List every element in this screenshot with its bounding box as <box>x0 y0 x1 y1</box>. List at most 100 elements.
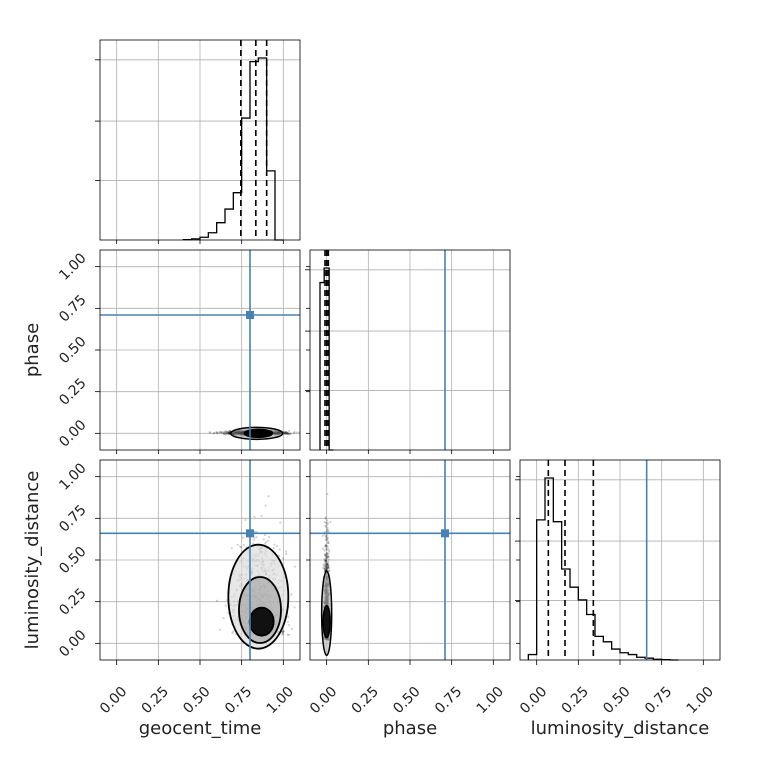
sample-point <box>272 546 275 550</box>
sample-point <box>219 430 223 434</box>
y-tick-label: 0.50 <box>56 334 89 367</box>
sample-point <box>283 430 286 434</box>
sample-point <box>325 556 328 559</box>
sample-point <box>224 433 227 436</box>
sample-point <box>286 432 289 435</box>
sample-point <box>240 546 243 549</box>
sample-point <box>326 562 329 565</box>
sample-point <box>224 604 227 607</box>
y-tick-label: 0.75 <box>56 502 89 535</box>
sample-point <box>208 430 211 434</box>
sample-point <box>267 539 270 542</box>
sample-point <box>324 559 327 562</box>
sample-point <box>321 547 324 550</box>
sample-point <box>327 563 330 566</box>
sample-point <box>324 559 327 562</box>
sample-point <box>327 541 330 545</box>
sample-point <box>218 430 221 434</box>
sample-point <box>325 566 328 569</box>
sample-point <box>209 431 212 435</box>
sample-point <box>227 432 231 435</box>
sample-point <box>324 554 328 558</box>
sample-point <box>326 563 329 566</box>
sample-point <box>325 568 328 571</box>
sample-point <box>326 567 329 570</box>
sample-point <box>325 530 328 533</box>
sample-point <box>326 523 329 526</box>
sample-point <box>327 555 330 559</box>
sample-point <box>327 558 330 561</box>
sample-point <box>253 530 257 533</box>
sample-point <box>324 544 327 548</box>
histogram-step <box>182 57 284 241</box>
x-tick-label: 0.75 <box>222 684 255 717</box>
sample-point <box>227 430 230 434</box>
truth-marker <box>441 529 449 538</box>
sample-point <box>289 432 292 435</box>
y-tick-label: 0.25 <box>56 375 89 408</box>
sample-point <box>212 431 215 435</box>
sample-point <box>328 550 331 553</box>
sample-point <box>293 565 296 568</box>
sample-point <box>285 552 288 556</box>
sample-point <box>325 548 328 551</box>
sample-point <box>253 515 256 518</box>
sample-point <box>324 553 327 557</box>
sample-point <box>326 529 329 532</box>
sample-point <box>324 525 328 528</box>
x-tick-label: 0.75 <box>432 684 465 717</box>
sample-point <box>325 558 328 561</box>
sample-point <box>283 431 287 434</box>
sample-point <box>222 617 225 620</box>
sample-point <box>323 557 326 561</box>
sample-point <box>324 538 327 541</box>
sample-point <box>286 432 289 435</box>
sample-point <box>228 432 231 435</box>
sample-point <box>216 432 219 435</box>
sample-point <box>287 429 291 433</box>
sample-point <box>324 568 327 571</box>
sample-point <box>327 567 331 570</box>
sample-point <box>227 431 230 434</box>
x-axis-label: phase <box>383 718 437 739</box>
sample-point <box>323 567 326 570</box>
sample-point <box>322 564 326 568</box>
sample-point <box>273 543 276 546</box>
sample-point <box>325 567 328 570</box>
sample-point <box>212 432 216 435</box>
sample-point <box>290 627 294 631</box>
sample-point <box>284 432 287 435</box>
sample-point <box>327 548 330 551</box>
sample-point <box>326 555 330 558</box>
x-axis-label: luminosity_distance <box>531 718 710 739</box>
sample-point <box>223 430 226 433</box>
sample-point <box>324 567 327 570</box>
sample-point <box>262 538 265 541</box>
sample-point <box>326 536 329 540</box>
sample-point <box>287 633 291 637</box>
sample-point <box>290 593 293 596</box>
sample-point <box>293 606 296 609</box>
sample-point <box>327 564 330 567</box>
sample-point <box>239 545 242 548</box>
sample-point <box>324 535 328 538</box>
sample-point <box>324 561 327 565</box>
sample-point <box>282 432 286 435</box>
sample-point <box>326 555 329 558</box>
sample-point <box>323 553 327 557</box>
y-tick-label: 1.00 <box>56 460 89 493</box>
sample-point <box>284 431 287 434</box>
sample-point <box>287 432 291 435</box>
sample-point <box>326 566 329 570</box>
sample-point <box>252 538 256 541</box>
sample-point <box>324 544 327 547</box>
sample-point <box>326 561 329 564</box>
sample-point <box>287 433 291 436</box>
x-tick-label: 0.50 <box>390 684 423 717</box>
sample-point <box>228 431 231 435</box>
sample-point <box>325 551 328 555</box>
sample-point <box>324 543 328 546</box>
sample-point <box>265 540 268 544</box>
sample-point <box>267 495 270 498</box>
